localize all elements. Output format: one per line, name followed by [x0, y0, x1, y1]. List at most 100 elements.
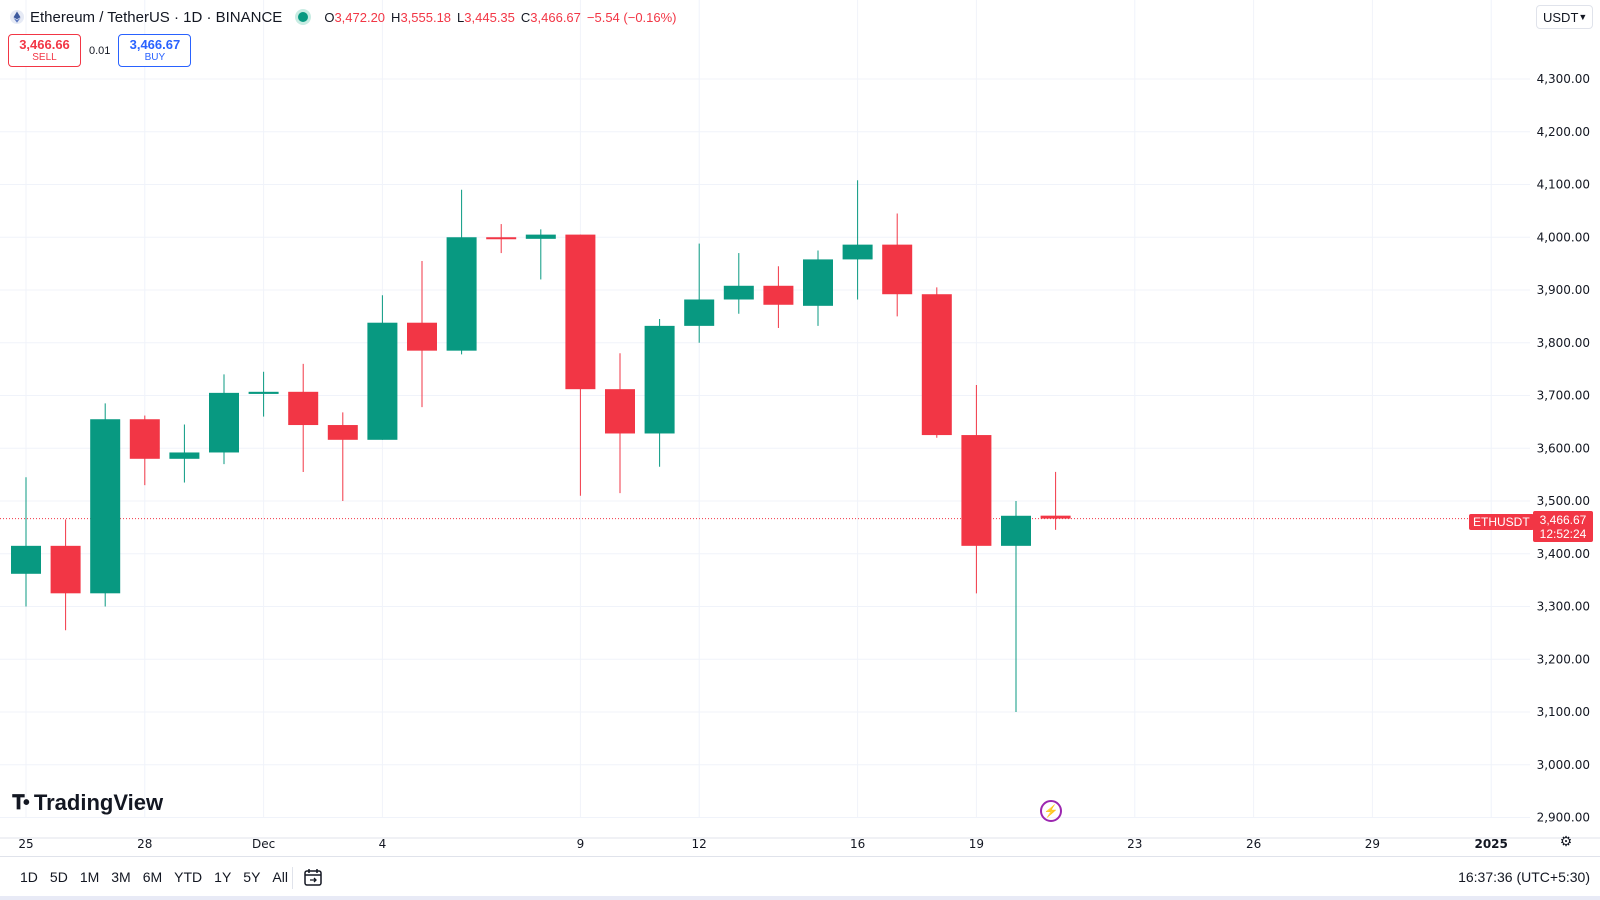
- candle[interactable]: [288, 363, 319, 472]
- range-button-ytd[interactable]: YTD: [174, 869, 203, 885]
- y-tick-label: 3,500.00: [1537, 494, 1590, 508]
- range-button-6m[interactable]: 6M: [142, 869, 163, 885]
- x-tick-label: 9: [577, 837, 585, 851]
- ethereum-logo-icon: [10, 10, 24, 24]
- candle[interactable]: [209, 374, 239, 465]
- candle[interactable]: [50, 519, 81, 631]
- candle[interactable]: [11, 477, 41, 607]
- candle[interactable]: [1001, 501, 1031, 712]
- candle-body: [842, 244, 873, 260]
- price-axis[interactable]: 4,300.00 4,200.00 4,100.00 4,000.00 3,900.00…: [1537, 72, 1590, 825]
- symbol-legend[interactable]: Ethereum / TetherUS · 1D · BINANCE O3,47…: [10, 6, 677, 28]
- chevron-down-icon: ▼: [1578, 12, 1588, 22]
- candle[interactable]: [961, 384, 992, 594]
- currency-selector[interactable]: USDT ▼: [1536, 5, 1593, 29]
- y-tick-label: 4,300.00: [1537, 72, 1590, 86]
- candle[interactable]: [367, 295, 398, 440]
- x-tick-label: 4: [379, 837, 387, 851]
- open-value: 3,472.20: [334, 9, 386, 25]
- candle-body: [763, 285, 794, 305]
- y-tick-label: 3,300.00: [1537, 600, 1590, 614]
- x-tick-label: 26: [1246, 837, 1261, 851]
- y-tick-label: 2,900.00: [1537, 811, 1590, 825]
- symbol-title[interactable]: Ethereum / TetherUS · 1D · BINANCE: [30, 8, 283, 26]
- candle[interactable]: [644, 319, 675, 467]
- candle-body: [50, 545, 81, 594]
- candle-body: [446, 237, 477, 351]
- candle-body: [644, 325, 675, 434]
- candle-body: [129, 419, 160, 459]
- y-tick-label: 3,800.00: [1537, 336, 1590, 350]
- candle-body: [11, 545, 41, 574]
- candle[interactable]: [723, 253, 754, 314]
- candle[interactable]: [129, 415, 160, 486]
- y-tick-label: 3,700.00: [1537, 389, 1590, 403]
- range-button-5d[interactable]: 5D: [49, 869, 68, 885]
- candle[interactable]: [169, 424, 200, 483]
- candle[interactable]: [763, 266, 794, 328]
- candle[interactable]: [803, 250, 833, 326]
- currency-value: USDT: [1543, 9, 1579, 25]
- toolbar-divider: [292, 867, 293, 889]
- candle[interactable]: [684, 243, 715, 343]
- x-tick-label: 29: [1365, 837, 1380, 851]
- high-label: H: [391, 9, 401, 25]
- range-button-3m[interactable]: 3M: [111, 869, 131, 885]
- spread-value: 0.01: [89, 44, 111, 57]
- flash-icon[interactable]: ⚡: [1040, 800, 1062, 822]
- sell-label: SELL: [32, 51, 57, 63]
- y-tick-label: 4,200.00: [1537, 125, 1590, 139]
- candle-body: [169, 452, 200, 459]
- tradingview-mark-icon: 𝐓•: [12, 791, 30, 814]
- candle-body: [1001, 515, 1031, 546]
- range-button-1y[interactable]: 1Y: [214, 869, 232, 885]
- last-price-value: 3,466.67: [1539, 512, 1587, 527]
- candle[interactable]: [248, 371, 279, 417]
- y-tick-label: 3,400.00: [1537, 547, 1590, 561]
- candle[interactable]: [1040, 471, 1071, 530]
- candle[interactable]: [882, 213, 913, 317]
- time-axis[interactable]: 25 28 Dec 4 9 12 16 19 23 26 29 2025: [0, 837, 1600, 851]
- goto-date-icon[interactable]: [302, 866, 324, 888]
- trade-panel: 3,466.66 SELL 0.01 3,466.67 BUY: [8, 34, 192, 67]
- close-value: 3,466.67: [530, 9, 581, 25]
- range-button-5y[interactable]: 5Y: [243, 869, 261, 885]
- candle[interactable]: [565, 234, 596, 496]
- candle[interactable]: [90, 403, 121, 607]
- candle[interactable]: [486, 224, 517, 254]
- brand-name: TradingView: [33, 790, 164, 815]
- candle[interactable]: [525, 229, 556, 280]
- candle-body: [90, 419, 121, 594]
- last-price-tag: 3,466.67 12:52:24: [1533, 511, 1593, 542]
- candle[interactable]: [446, 189, 477, 355]
- candle-body: [723, 285, 754, 300]
- range-button-all[interactable]: All: [272, 869, 288, 885]
- candle[interactable]: [842, 180, 873, 300]
- candle[interactable]: [407, 260, 437, 408]
- candle-body: [565, 234, 596, 390]
- settings-icon[interactable]: ⚙: [1559, 832, 1573, 849]
- bottom-toolbar: 1D 5D 1M 3M 6M YTD 1Y 5Y All 16:37:36 (U…: [0, 856, 1600, 896]
- timezone-clock[interactable]: 16:37:36 (UTC+5:30): [1458, 869, 1590, 885]
- buy-button[interactable]: 3,466.67 BUY: [118, 34, 192, 67]
- x-tick-label: 12: [692, 837, 707, 851]
- candle[interactable]: [605, 353, 635, 494]
- x-tick-label: Dec: [252, 837, 275, 851]
- candle-body: [803, 259, 833, 306]
- tradingview-logo[interactable]: 𝐓• TradingView: [12, 790, 163, 816]
- range-button-1d[interactable]: 1D: [20, 869, 38, 885]
- sell-price: 3,466.66: [19, 36, 70, 52]
- open-label: O: [324, 9, 335, 25]
- candle[interactable]: [327, 412, 358, 501]
- candle[interactable]: [921, 287, 952, 438]
- range-button-1m[interactable]: 1M: [79, 869, 100, 885]
- y-tick-label: 3,600.00: [1537, 441, 1590, 455]
- range-buttons: 1D 5D 1M 3M 6M YTD 1Y 5Y All: [14, 867, 294, 887]
- candle-body: [525, 234, 556, 239]
- buy-label: BUY: [144, 51, 166, 63]
- ohlc-values: O3,472.20 H3,555.18 L3,445.35 C3,466.67 …: [324, 10, 676, 25]
- sell-button[interactable]: 3,466.66 SELL: [8, 34, 81, 67]
- x-tick-label: 25: [18, 837, 33, 851]
- candle-body: [961, 435, 992, 546]
